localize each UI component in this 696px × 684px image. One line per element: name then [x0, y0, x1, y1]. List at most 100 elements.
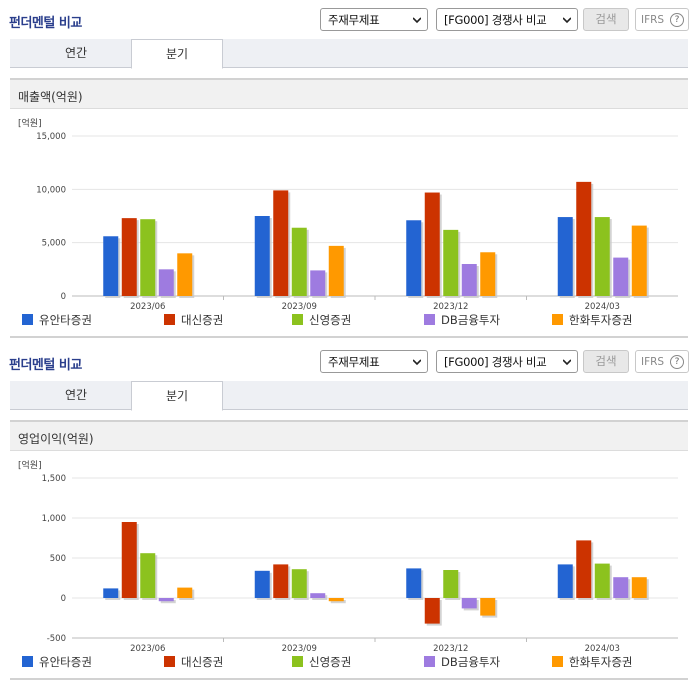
- tab-quarterly[interactable]: 분기: [131, 381, 223, 411]
- search-button[interactable]: 검색: [583, 350, 629, 373]
- legend-swatch: [424, 656, 435, 667]
- bar-대신증권[interactable]: [424, 192, 440, 296]
- bar-유안타증권[interactable]: [406, 220, 422, 296]
- legend-item[interactable]: 대신증권: [164, 312, 223, 328]
- bar-대신증권[interactable]: [576, 181, 592, 296]
- compare-group-value: [FG000] 경쟁사 비교: [444, 13, 547, 27]
- bar-신영증권[interactable]: [140, 219, 156, 296]
- legend-swatch: [552, 656, 563, 667]
- tab-annual[interactable]: 연간: [64, 388, 88, 402]
- legend-item[interactable]: 한화투자증권: [552, 312, 632, 328]
- bar-DB금융투자[interactable]: [613, 257, 629, 296]
- bar-한화투자증권[interactable]: [480, 598, 496, 616]
- bar-DB금융투자[interactable]: [158, 598, 174, 602]
- bar-유안타증권[interactable]: [103, 236, 119, 296]
- compare-group-select[interactable]: [FG000] 경쟁사 비교: [436, 8, 578, 31]
- help-icon[interactable]: ?: [670, 13, 684, 27]
- legend-label: DB금융투자: [441, 655, 501, 669]
- ifrs-button[interactable]: IFRS ?: [635, 8, 689, 31]
- bar-신영증권[interactable]: [594, 563, 610, 598]
- chart-panel-title: 영업이익(억원): [10, 420, 688, 451]
- bar-대신증권[interactable]: [121, 218, 137, 296]
- legend-label: 유안타증권: [39, 655, 92, 669]
- legend-swatch: [164, 314, 175, 325]
- compare-group-select[interactable]: [FG000] 경쟁사 비교: [436, 350, 578, 373]
- x-tick-label: 2023/09: [282, 302, 317, 312]
- y-tick-label: 5,000: [42, 239, 66, 249]
- legend-label: 한화투자증권: [569, 313, 633, 327]
- tab-annual[interactable]: 연간: [64, 46, 88, 60]
- bar-유안타증권[interactable]: [254, 216, 270, 296]
- bar-DB금융투자[interactable]: [613, 577, 629, 598]
- bar-DB금융투자[interactable]: [461, 598, 477, 609]
- bar-유안타증권[interactable]: [254, 570, 270, 598]
- bar-DB금융투자[interactable]: [310, 593, 326, 598]
- statement-type-select[interactable]: 주재무제표: [320, 8, 428, 31]
- bar-DB금융투자[interactable]: [158, 269, 174, 296]
- search-button[interactable]: 검색: [583, 8, 629, 31]
- operating-profit-chart-svg: [억원] -500 0 500 1,000 1,500 2023/06 2023/09 2023…: [18, 459, 678, 654]
- legend-label: 한화투자증권: [569, 655, 633, 669]
- legend-item[interactable]: 대신증권: [164, 654, 223, 670]
- tab-quarterly[interactable]: 분기: [131, 39, 223, 69]
- legend-swatch: [164, 656, 175, 667]
- legend-label: 대신증권: [181, 313, 224, 327]
- legend-label: DB금융투자: [441, 313, 501, 327]
- revenue-chart-svg: [억원] 0 5,000 10,000 15,000 2023/06 2023/09 2023…: [18, 117, 678, 312]
- y-tick-label: 10,000: [36, 185, 66, 195]
- fundamental-section-revenue: 펀더멘털 비교 주재무제표 [FG000] 경쟁사 비교 검색 IFRS ? 연…: [9, 8, 689, 342]
- bar-한화투자증권[interactable]: [328, 245, 344, 296]
- bar-유안타증권[interactable]: [406, 568, 422, 598]
- bar-한화투자증권[interactable]: [631, 225, 647, 296]
- chevron-down-icon: [413, 359, 421, 366]
- unit-label: [억원]: [18, 117, 42, 129]
- bar-신영증권[interactable]: [443, 229, 459, 296]
- ifrs-label: IFRS: [641, 14, 665, 26]
- bar-한화투자증권[interactable]: [631, 577, 647, 598]
- chevron-down-icon: [563, 359, 571, 366]
- legend-item[interactable]: 유안타증권: [22, 312, 92, 328]
- help-icon[interactable]: ?: [670, 355, 684, 369]
- legend-item[interactable]: 한화투자증권: [552, 654, 632, 670]
- bar-유안타증권[interactable]: [557, 217, 573, 296]
- bar-대신증권[interactable]: [273, 190, 289, 296]
- ifrs-button[interactable]: IFRS ?: [635, 350, 689, 373]
- bar-대신증권[interactable]: [424, 598, 440, 624]
- legend-label: 신영증권: [309, 313, 352, 327]
- bar-DB금융투자[interactable]: [310, 270, 326, 296]
- section-title: 펀더멘털 비교: [9, 358, 82, 373]
- bar-한화투자증권[interactable]: [328, 598, 344, 602]
- bar-한화투자증권[interactable]: [177, 253, 193, 296]
- bar-한화투자증권[interactable]: [177, 587, 193, 598]
- legend-item[interactable]: DB금융투자: [424, 312, 500, 328]
- bar-유안타증권[interactable]: [557, 564, 573, 598]
- bar-대신증권[interactable]: [576, 540, 592, 598]
- legend-item[interactable]: 유안타증권: [22, 654, 92, 670]
- bar-shadow: [160, 600, 176, 604]
- bar-한화투자증권[interactable]: [480, 252, 496, 296]
- bar-DB금융투자[interactable]: [461, 264, 477, 296]
- unit-label: [억원]: [18, 459, 42, 471]
- legend-swatch: [292, 656, 303, 667]
- revenue-bar-chart: [억원] 0 5,000 10,000 15,000 2023/06 2023/09 2023…: [10, 112, 688, 342]
- chevron-down-icon: [413, 17, 421, 24]
- statement-type-select[interactable]: 주재무제표: [320, 350, 428, 373]
- legend-label: 신영증권: [309, 655, 352, 669]
- bar-신영증권[interactable]: [443, 570, 459, 598]
- statement-type-value: 주재무제표: [328, 13, 380, 27]
- legend-swatch: [22, 314, 33, 325]
- legend-item[interactable]: 신영증권: [292, 312, 351, 328]
- bar-신영증권[interactable]: [140, 553, 156, 598]
- bar-신영증권[interactable]: [291, 569, 307, 598]
- bar-신영증권[interactable]: [291, 227, 307, 296]
- y-tick-label: 500: [50, 554, 66, 564]
- bar-신영증권[interactable]: [594, 217, 610, 296]
- legend-item[interactable]: 신영증권: [292, 654, 351, 670]
- legend-item[interactable]: DB금융투자: [424, 654, 500, 670]
- bar-대신증권[interactable]: [273, 564, 289, 598]
- fundamental-section-operating-profit: 펀더멘털 비교 주재무제표 [FG000] 경쟁사 비교 검색 IFRS ? 연…: [0, 342, 696, 684]
- legend-swatch: [22, 656, 33, 667]
- bar-유안타증권[interactable]: [103, 588, 119, 598]
- chevron-down-icon: [563, 17, 571, 24]
- bar-대신증권[interactable]: [121, 522, 137, 598]
